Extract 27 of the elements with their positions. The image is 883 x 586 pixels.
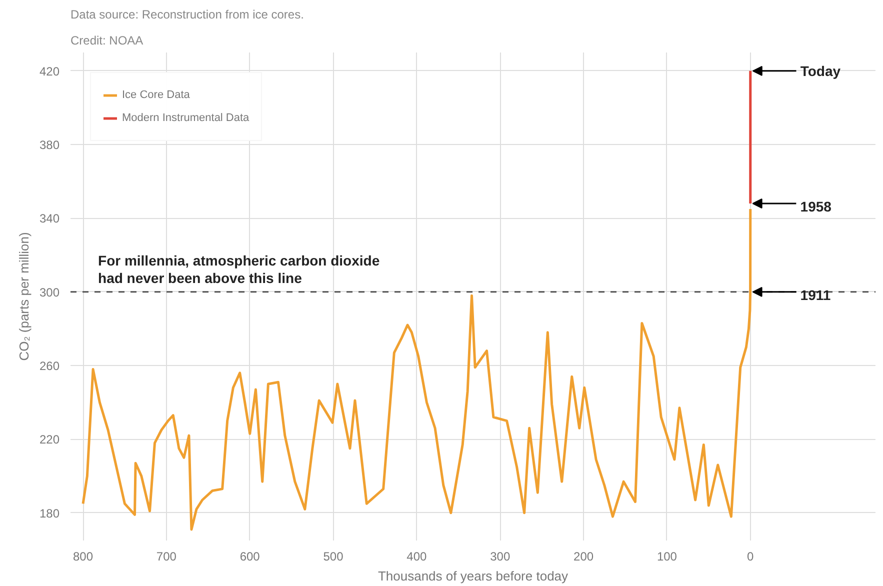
y-tick-label: 260 [39, 359, 60, 374]
x-tick-label: 300 [490, 550, 510, 564]
legend-label: Modern Instrumental Data [122, 112, 250, 124]
y-tick-label: 300 [39, 285, 60, 300]
annotation: 1911 [800, 286, 831, 303]
x-tick-label: 700 [156, 550, 177, 564]
x-tick-label: 100 [656, 550, 678, 564]
x-tick-label: 500 [323, 550, 344, 564]
annotation: 1958 [800, 198, 832, 215]
x-tick-label: 0 [747, 550, 754, 564]
x-tick-label: 400 [406, 550, 428, 564]
annotation: Today [800, 62, 841, 79]
y-tick-label: 380 [39, 138, 60, 152]
chart-subtitle: Credit: NOAA [70, 34, 144, 48]
x-tick-label: 800 [73, 550, 94, 564]
legend-label: Ice Core Data [122, 89, 190, 101]
y-tick-label: 220 [39, 432, 60, 447]
y-tick-label: 340 [39, 212, 60, 226]
y-tick-label: 420 [39, 64, 60, 78]
x-axis-title: Thousands of years before today [378, 568, 569, 584]
x-tick-label: 200 [574, 550, 594, 564]
ref-line-label: For millennia, atmospheric carbon dioxide had never been above this line [98, 252, 380, 286]
y-axis-title: CO₂ (parts per million) [16, 232, 32, 361]
line-series [82, 208, 752, 531]
chart-title: Data source: Reconstruction from ice cores. [70, 8, 304, 22]
y-tick-label: 180 [39, 506, 60, 520]
x-tick-label: 600 [240, 550, 260, 564]
